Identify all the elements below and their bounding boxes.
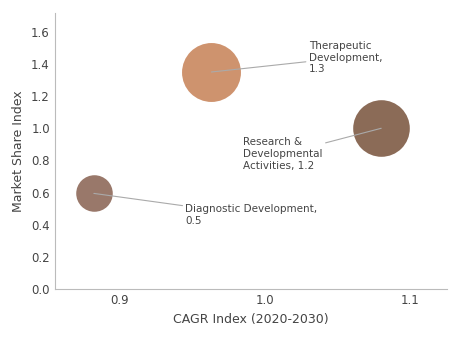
Point bbox=[377, 126, 385, 131]
Y-axis label: Market Share Index: Market Share Index bbox=[12, 90, 26, 212]
Text: Diagnostic Development,
0.5: Diagnostic Development, 0.5 bbox=[94, 193, 318, 226]
Text: Research &
Developmental
Activities, 1.2: Research & Developmental Activities, 1.2 bbox=[243, 128, 381, 171]
Point bbox=[90, 191, 97, 196]
Text: Therapeutic
Development,
1.3: Therapeutic Development, 1.3 bbox=[212, 41, 382, 74]
X-axis label: CAGR Index (2020-2030): CAGR Index (2020-2030) bbox=[173, 313, 328, 325]
Point bbox=[208, 69, 215, 75]
